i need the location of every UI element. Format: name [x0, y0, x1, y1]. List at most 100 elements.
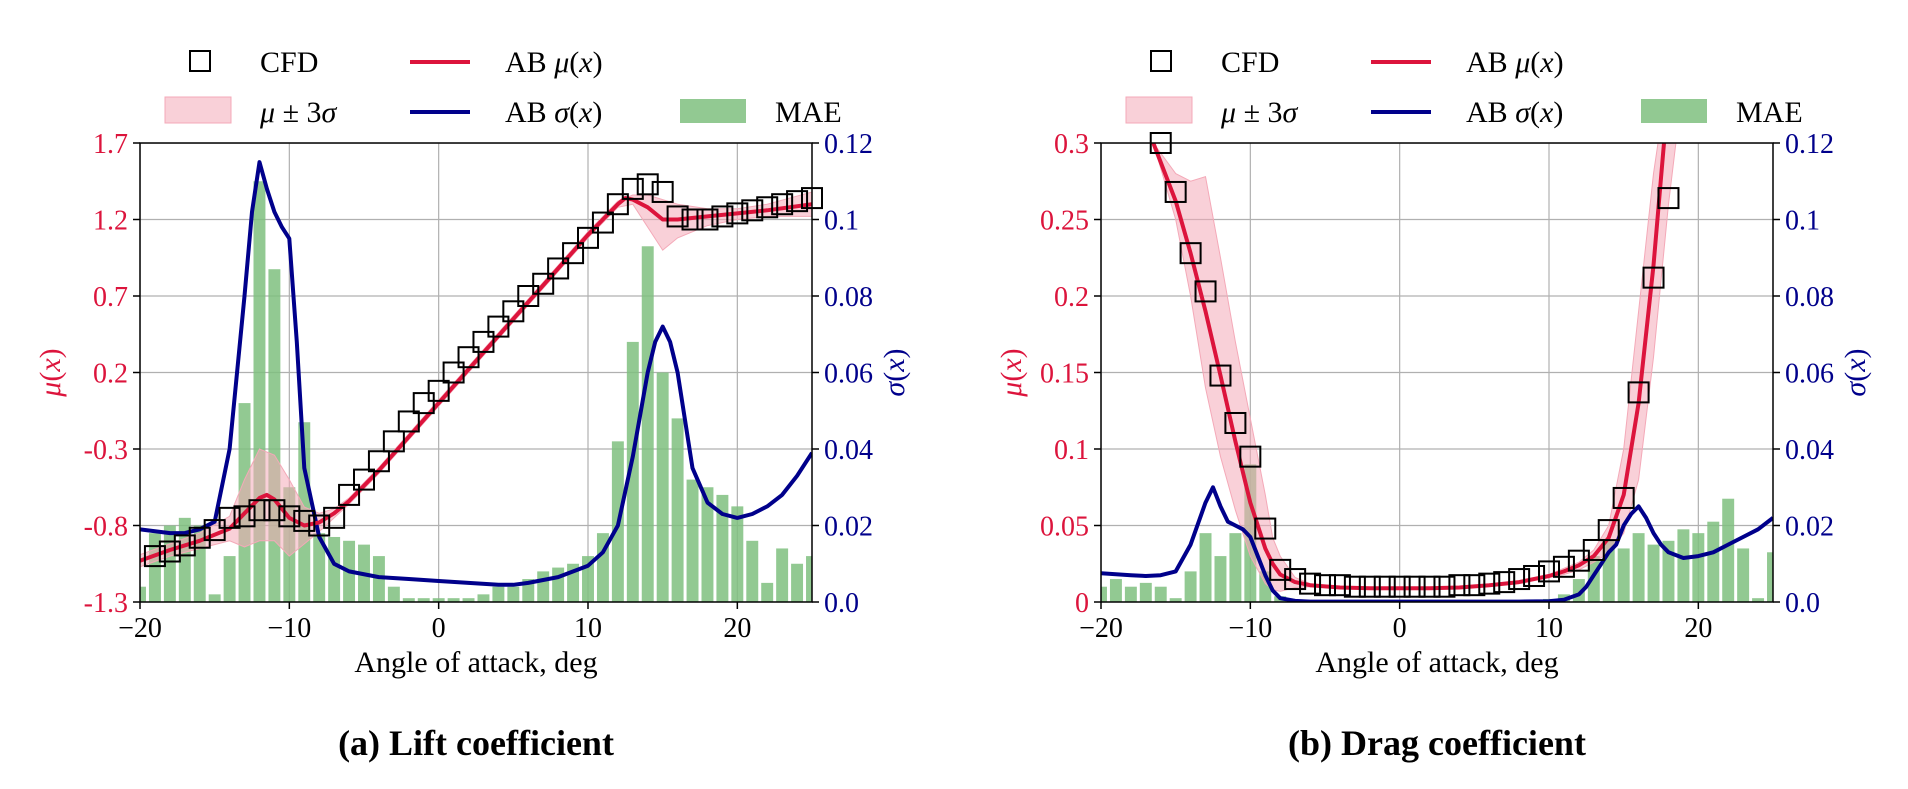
- cfd-marker: [756, 196, 779, 219]
- y-left-tick-label: 1.2: [93, 206, 128, 237]
- mae-bar: [1752, 598, 1765, 602]
- x-tick-label: 10: [574, 613, 602, 644]
- cfd-marker: [1642, 266, 1665, 289]
- cfd-marker: [681, 208, 704, 231]
- mae-bar: [193, 525, 206, 602]
- legend-cfd-swatch: [189, 50, 211, 72]
- cfd-marker: [143, 545, 166, 568]
- cfd-marker: [457, 346, 480, 369]
- cfd-marker: [382, 430, 405, 453]
- legend: CFD AB μ(x) μ ± 3σ AB σ(x) MAE: [1125, 46, 1803, 129]
- cfd-marker: [1373, 575, 1396, 598]
- cfd-marker: [636, 173, 659, 196]
- cfd-marker: [651, 180, 674, 203]
- mae-bar: [1169, 598, 1182, 602]
- y-right-tick-label: 0.1: [824, 206, 859, 237]
- cfd-marker: [1538, 560, 1560, 583]
- cfd-marker: [1209, 364, 1232, 387]
- mae-bar: [701, 487, 714, 602]
- mae-bar: [582, 556, 594, 602]
- chart-panel-drag: −20 −10 0 10 20 0 0.05 0.1 0.15 0.2 0.25 0.3 0.0 0.02…: [995, 46, 1872, 763]
- mae-bar: [1154, 586, 1167, 602]
- x-tick-label: 20: [1684, 613, 1712, 644]
- cfd-marker: [1448, 574, 1471, 597]
- cfd-marker: [263, 499, 286, 522]
- mae-bar: [208, 594, 221, 602]
- cfd-marker: [1388, 575, 1411, 598]
- mae-bar: [626, 341, 639, 602]
- mae-bar: [1722, 498, 1735, 602]
- mae-bar: [567, 563, 580, 602]
- legend-cfd-swatch: [1150, 50, 1172, 72]
- cfd-marker: [1582, 538, 1605, 561]
- y-left-tick-label: 0.05: [1040, 512, 1089, 543]
- cfd-marker: [427, 379, 450, 402]
- mae-bar: [140, 586, 146, 602]
- legend-band-swatch: [1125, 96, 1193, 124]
- cfd-marker: [1418, 575, 1441, 598]
- x-tick-label: −20: [118, 613, 162, 644]
- cfd-marker: [786, 190, 809, 213]
- mae-bar: [1662, 540, 1675, 602]
- mae-bar: [1124, 586, 1137, 602]
- mae-bar: [1101, 586, 1107, 602]
- chart-caption: (a) Lift coefficient: [338, 723, 614, 763]
- mae-bar: [328, 536, 341, 602]
- y-right-tick-label: 0.0: [1785, 588, 1820, 619]
- y-left-axis-label: μ(x): [995, 348, 1028, 397]
- mae-bar: [1199, 533, 1212, 602]
- y-left-tick-label: 0.3: [1054, 129, 1089, 160]
- cfd-marker: [1314, 574, 1336, 597]
- mae-bar: [432, 598, 445, 602]
- x-axis-label: Angle of attack, deg: [1315, 646, 1558, 679]
- cfd-marker: [158, 540, 181, 563]
- cfd-marker: [1552, 555, 1575, 578]
- mae-bar: [417, 598, 430, 602]
- mae-bar: [387, 586, 400, 602]
- legend-band-label: μ ± 3σ: [259, 96, 338, 129]
- y-right-tick-label: 0.06: [1785, 359, 1834, 390]
- legend-band-label: μ ± 3σ: [1220, 96, 1299, 129]
- mae-bar: [746, 540, 759, 602]
- mae-bar: [1602, 540, 1615, 602]
- cfd-marker: [1328, 574, 1351, 597]
- mae-bar: [656, 372, 669, 602]
- cfd-marker: [487, 315, 510, 338]
- y-left-tick-label: -1.3: [84, 588, 128, 619]
- cfd-marker: [1523, 564, 1546, 587]
- cfd-marker: [771, 193, 794, 216]
- mae-bar: [806, 556, 812, 602]
- cfd-marker: [353, 468, 375, 491]
- mae-bar: [686, 479, 699, 602]
- cfd-marker: [1403, 575, 1426, 598]
- mae-bar: [1109, 579, 1122, 602]
- y-left-tick-label: -0.3: [84, 435, 128, 466]
- cfd-marker: [188, 526, 211, 549]
- cfd-marker: [606, 193, 629, 216]
- legend-cfd-label: CFD: [260, 46, 318, 79]
- cfd-marker: [547, 257, 570, 280]
- y-right-tick-label: 0.02: [1785, 512, 1834, 543]
- cfd-marker: [1194, 280, 1217, 303]
- cfd-marker: [248, 499, 271, 522]
- y-left-tick-label: 0.25: [1040, 206, 1089, 237]
- mae-bar: [1587, 556, 1600, 602]
- cfd-marker: [293, 509, 316, 532]
- y-right-tick-label: 0.04: [1785, 435, 1834, 466]
- x-axis-label: Angle of attack, deg: [354, 646, 597, 679]
- mae-bar: [477, 594, 490, 602]
- cfd-marker: [1299, 572, 1322, 595]
- cfd-marker: [1358, 575, 1381, 598]
- mae-bar: [402, 598, 415, 602]
- mae-bar: [178, 517, 191, 602]
- cfd-marker: [323, 506, 346, 529]
- x-tick-label: 20: [723, 613, 751, 644]
- y-left-tick-label: 0.2: [1054, 282, 1089, 313]
- plot-area: [140, 143, 812, 602]
- y-right-tick-label: 0.1: [1785, 206, 1820, 237]
- mae-bar: [223, 556, 236, 602]
- cfd-marker: [173, 534, 196, 557]
- y-right-tick-label: 0.0: [824, 588, 859, 619]
- mae-bar: [716, 494, 729, 602]
- cfd-marker: [1612, 486, 1635, 509]
